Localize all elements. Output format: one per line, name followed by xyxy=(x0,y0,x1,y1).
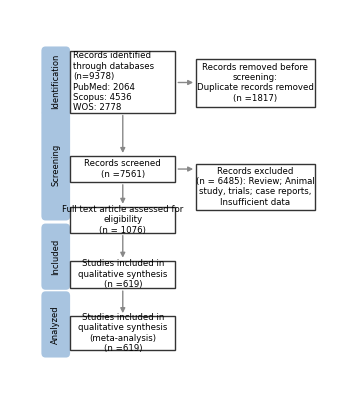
Text: Screening: Screening xyxy=(51,144,60,186)
Text: Records screened
(n =7561): Records screened (n =7561) xyxy=(84,159,161,178)
FancyBboxPatch shape xyxy=(41,110,70,220)
FancyBboxPatch shape xyxy=(41,224,70,290)
FancyBboxPatch shape xyxy=(196,59,315,106)
Text: Records excluded
(n = 6485): Review; Animal
study, trials; case reports,
Insuffi: Records excluded (n = 6485): Review; Ani… xyxy=(196,166,315,207)
FancyBboxPatch shape xyxy=(41,46,70,116)
FancyBboxPatch shape xyxy=(41,291,70,358)
Text: Records removed before
screening:
Duplicate records removed
(n =1817): Records removed before screening: Duplic… xyxy=(197,62,314,103)
FancyBboxPatch shape xyxy=(70,260,175,288)
FancyBboxPatch shape xyxy=(70,316,175,350)
Text: Identification: Identification xyxy=(51,54,60,109)
Text: Records identified
through databases
(n=9378)
PubMed: 2064
Scopus: 4536
WOS: 277: Records identified through databases (n=… xyxy=(73,51,154,112)
FancyBboxPatch shape xyxy=(70,51,175,113)
Text: Full text article assessed for
eligibility
(n = 1076): Full text article assessed for eligibili… xyxy=(62,205,184,235)
Text: Studies included in
qualitative synthesis
(n =619): Studies included in qualitative synthesi… xyxy=(78,260,167,289)
FancyBboxPatch shape xyxy=(196,164,315,210)
FancyBboxPatch shape xyxy=(70,156,175,182)
Text: Analyzed: Analyzed xyxy=(51,305,60,344)
FancyBboxPatch shape xyxy=(70,207,175,233)
Text: Included: Included xyxy=(51,238,60,275)
Text: Studies included in
qualitative synthesis
(meta-analysis)
(n =619): Studies included in qualitative synthesi… xyxy=(78,313,167,353)
